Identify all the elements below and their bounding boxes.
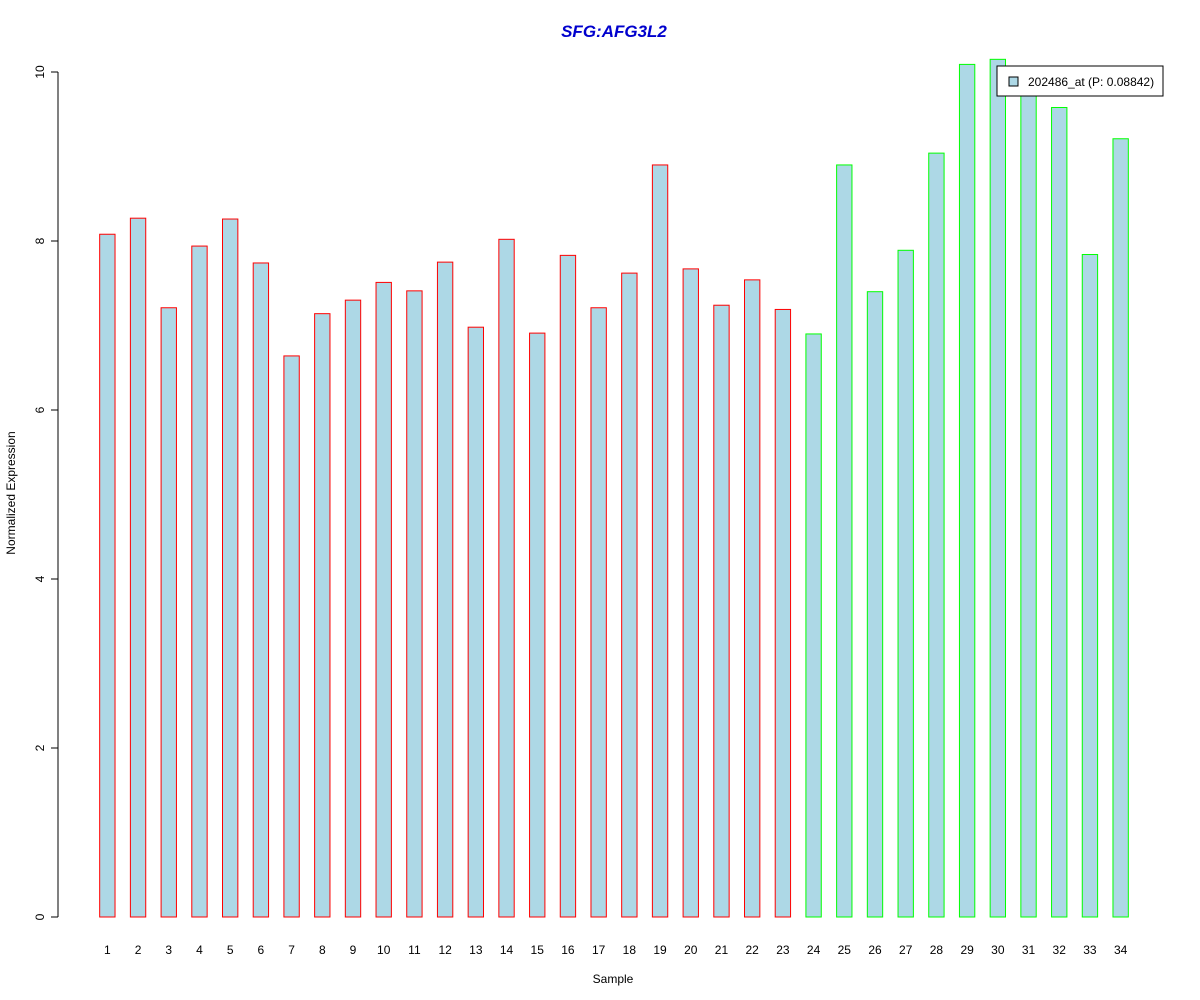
x-tick-label: 11	[408, 943, 421, 957]
bar-sample-31	[1020, 89, 1037, 918]
bar-sample-13	[467, 326, 485, 918]
legend: 202486_at (P: 0.08842)	[996, 65, 1164, 97]
x-tick-label: 5	[227, 943, 234, 957]
bar-sample-5	[222, 218, 239, 918]
y-axis-label: Normalized Expression	[4, 431, 18, 554]
legend-box	[996, 65, 1164, 97]
x-tick-label: 18	[623, 943, 637, 957]
x-tick-label: 20	[684, 943, 698, 957]
x-tick-label: 13	[469, 943, 483, 957]
x-tick-label: 4	[196, 943, 203, 957]
bar-sample-27	[897, 249, 914, 918]
bar-sample-3	[160, 307, 177, 918]
x-tick-label: 1	[104, 943, 111, 957]
y-tick-label: 8	[33, 237, 47, 244]
bar-sample-22	[744, 279, 761, 918]
x-tick-label: 6	[258, 943, 265, 957]
bar-sample-10	[375, 281, 392, 918]
bar-sample-19	[651, 164, 669, 918]
bar-sample-25	[836, 164, 853, 918]
bar-sample-24	[805, 333, 822, 918]
x-tick-label: 9	[350, 943, 357, 957]
x-tick-label: 23	[776, 943, 790, 957]
bar-sample-11	[406, 290, 423, 918]
x-tick-label: 33	[1083, 943, 1097, 957]
x-tick-label: 26	[868, 943, 882, 957]
bar-sample-8	[314, 313, 331, 918]
x-tick-label: 25	[838, 943, 852, 957]
x-tick-label: 22	[745, 943, 759, 957]
x-tick-label: 14	[500, 943, 514, 957]
x-tick-label: 27	[899, 943, 913, 957]
y-tick-label: 2	[33, 744, 47, 751]
y-tick-label: 0	[33, 913, 47, 920]
x-tick-label: 7	[288, 943, 295, 957]
x-tick-label: 12	[438, 943, 452, 957]
x-tick-label: 34	[1114, 943, 1128, 957]
bar-sample-14	[498, 238, 515, 918]
x-tick-label: 30	[991, 943, 1005, 957]
x-tick-label: 2	[135, 943, 142, 957]
legend-label: 202486_at (P: 0.08842)	[1028, 75, 1154, 89]
x-tick-label: 19	[653, 943, 667, 957]
bar-sample-6	[252, 262, 270, 918]
bar-sample-26	[866, 291, 884, 918]
bar-sample-29	[958, 63, 976, 918]
legend-swatch	[1008, 76, 1019, 87]
x-tick-label: 21	[715, 943, 729, 957]
bar-sample-12	[436, 261, 454, 918]
bar-sample-2	[129, 217, 147, 918]
x-tick-label: 29	[960, 943, 974, 957]
x-axis-label: Sample	[593, 972, 634, 986]
bars-group	[99, 58, 1129, 918]
x-tick-label: 10	[377, 943, 391, 957]
bar-sample-18	[621, 272, 638, 918]
chart-title: SFG:AFG3L2	[561, 22, 667, 41]
bar-sample-30	[989, 58, 1006, 918]
y-tick-label: 6	[33, 406, 47, 413]
bar-sample-34	[1112, 138, 1129, 918]
x-tick-label: 16	[561, 943, 575, 957]
y-axis: 0 2 4 6 8 10	[33, 65, 59, 920]
bar-sample-4	[191, 245, 208, 918]
bar-sample-32	[1051, 106, 1068, 918]
bar-sample-20	[682, 268, 699, 918]
x-axis-tick-labels: 1 2 3 4 5 6 7 8 9 10 11 12 13 14 15 16 17 18 19 20 21 22 23 24 2…	[104, 943, 1128, 957]
x-tick-label: 8	[319, 943, 326, 957]
bar-sample-7	[283, 355, 300, 918]
x-tick-label: 17	[592, 943, 606, 957]
bar-sample-15	[529, 332, 546, 918]
bar-sample-21	[713, 304, 730, 918]
x-tick-label: 15	[531, 943, 545, 957]
x-tick-label: 24	[807, 943, 821, 957]
y-tick-label: 4	[33, 575, 47, 582]
x-tick-label: 32	[1053, 943, 1067, 957]
x-tick-label: 28	[930, 943, 944, 957]
bar-sample-16	[559, 254, 577, 918]
bar-sample-1	[99, 233, 116, 918]
y-tick-label: 10	[33, 65, 47, 79]
bar-sample-23	[774, 308, 792, 918]
bar-sample-9	[344, 299, 362, 918]
bar-sample-17	[590, 307, 607, 918]
x-tick-label: 3	[165, 943, 172, 957]
bar-sample-28	[928, 152, 945, 918]
x-tick-label: 31	[1022, 943, 1036, 957]
bar-sample-33	[1081, 254, 1099, 918]
